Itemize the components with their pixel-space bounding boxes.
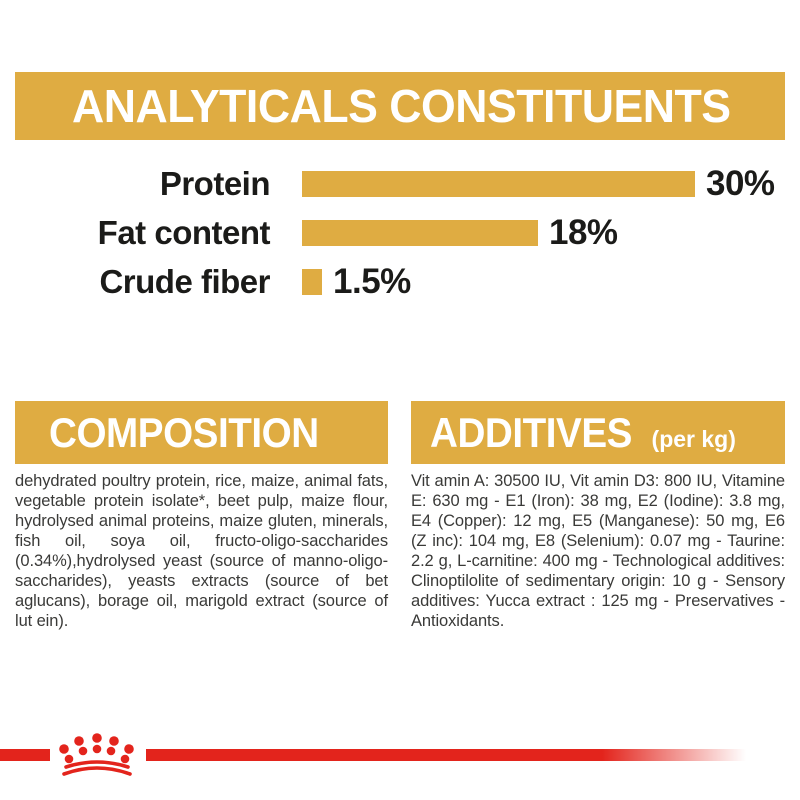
footer-red-line-right	[146, 749, 746, 761]
composition-title: COMPOSITION	[49, 408, 319, 456]
chart-row-crude-fiber: Crude fiber 1.5%	[0, 262, 800, 301]
additives-title-suffix: (per kg)	[651, 426, 736, 452]
composition-body-text: dehydrated poultry protein, rice, maize,…	[15, 472, 388, 630]
analytical-constituents-chart: Protein 30% Fat content 18% Crude fiber …	[0, 164, 800, 318]
chart-row-fat-content: Fat content 18%	[0, 213, 800, 252]
chart-value-protein: 30%	[706, 164, 775, 203]
additives-title: ADDITIVES	[430, 408, 632, 456]
royal-canin-crown-logo-icon	[59, 733, 134, 776]
chart-row-protein: Protein 30%	[0, 164, 800, 203]
analytical-constituents-header: ANALYTICALS CONSTITUENTS	[15, 72, 785, 140]
additives-body-text: Vit amin A: 30500 IU, Vit amin D3: 800 I…	[411, 472, 785, 630]
chart-value-crude-fiber: 1.5%	[333, 262, 411, 301]
additives-section: ADDITIVES (per kg) Vit amin A: 30500 IU,…	[411, 401, 785, 631]
page-title: ANALYTICALS CONSTITUENTS	[72, 80, 731, 132]
chart-label-fat-content: Fat content	[97, 214, 271, 251]
chart-label-crude-fiber: Crude fiber	[99, 263, 270, 300]
bar-crude-fiber	[302, 269, 322, 295]
bar-fat-content	[302, 220, 538, 246]
composition-header: COMPOSITION	[15, 401, 388, 464]
footer-red-line-left	[0, 749, 50, 761]
additives-header: ADDITIVES (per kg)	[411, 401, 785, 464]
chart-value-fat-content: 18%	[549, 213, 618, 252]
bar-protein	[302, 171, 695, 197]
chart-label-protein: Protein	[159, 165, 271, 202]
composition-section: COMPOSITION dehydrated poultry protein, …	[15, 401, 388, 631]
